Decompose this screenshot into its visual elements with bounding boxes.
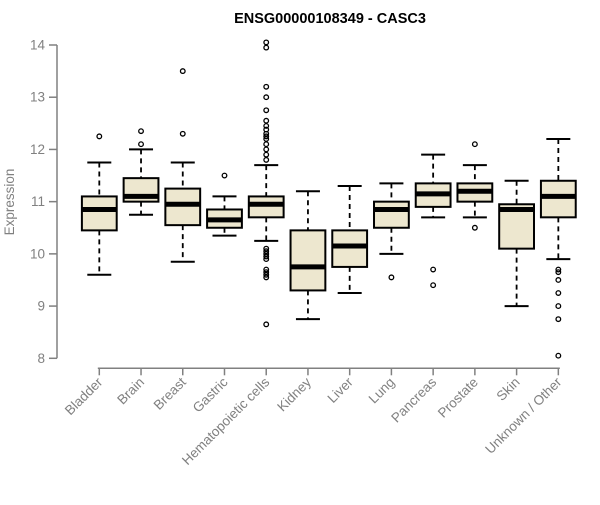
iqr-box — [331, 229, 369, 268]
outlier-point — [471, 224, 478, 231]
box-lung — [373, 182, 410, 281]
y-tick-label: 14 — [30, 38, 46, 53]
y-tick-label: 10 — [30, 246, 45, 261]
x-tick-label: Skin — [494, 375, 523, 404]
outlier-point — [263, 133, 270, 140]
outlier-point — [263, 321, 270, 328]
x-tick-label: Breast — [151, 374, 189, 412]
iqr-box — [247, 195, 285, 219]
x-tick-label: Bladder — [62, 374, 106, 418]
box-pancreas — [414, 153, 452, 289]
iqr-box — [164, 187, 202, 227]
iqr-box — [289, 229, 327, 292]
box-unknown-other — [539, 137, 577, 359]
boxes — [80, 39, 577, 359]
y-tick-label: 13 — [30, 90, 45, 105]
box-breast — [164, 68, 202, 263]
outlier-point — [555, 290, 562, 296]
outlier-point — [221, 172, 228, 179]
outlier-point — [263, 39, 270, 46]
outlier-point — [263, 94, 270, 101]
outlier-point — [263, 146, 270, 153]
y-axis-label: Expression — [2, 169, 17, 236]
outlier-point — [555, 316, 562, 323]
outlier-point — [263, 117, 270, 124]
outlier-point — [555, 269, 562, 276]
outlier-point — [555, 303, 562, 310]
box-gastric — [206, 172, 243, 237]
x-tick-label: Liver — [325, 374, 357, 406]
outlier-point — [263, 274, 270, 281]
outlier-point — [263, 107, 270, 114]
y-tick-label: 11 — [31, 194, 45, 209]
outlier-point — [179, 68, 186, 75]
outlier-point — [138, 128, 144, 135]
y-tick-label: 9 — [37, 299, 45, 314]
iqr-box — [80, 195, 118, 232]
x-tick-label: Brain — [114, 375, 147, 408]
y-axis: 8 9 10 11 12 13 14 — [30, 38, 58, 366]
box-brain — [122, 128, 160, 216]
outlier-point — [555, 277, 562, 283]
x-tick-label: Unknown / Other — [482, 374, 565, 457]
outlier-point — [555, 266, 562, 273]
outlier-point — [263, 253, 270, 260]
outlier-point — [263, 256, 270, 263]
x-tick-label: Prostate — [435, 375, 481, 421]
y-tick-label: 12 — [30, 142, 45, 157]
outlier-point — [388, 274, 395, 281]
outlier-point — [430, 266, 437, 273]
outlier-point — [263, 141, 270, 148]
x-tick-label: Lung — [366, 375, 398, 407]
box-liver — [331, 184, 369, 295]
box-skin — [498, 179, 536, 308]
outlier-point — [96, 133, 103, 140]
outlier-point — [430, 282, 437, 289]
x-tick-label: Kidney — [274, 374, 314, 414]
iqr-box — [373, 200, 410, 229]
box-kidney — [289, 190, 327, 321]
outlier-point — [263, 271, 270, 278]
outlier-point — [179, 130, 186, 137]
box-prostate — [456, 141, 494, 231]
box-hematopoietic-cells — [247, 39, 285, 328]
outlier-point — [263, 156, 270, 163]
outlier-point — [263, 122, 270, 129]
outlier-point — [263, 151, 270, 158]
chart-title: ENSG00000108349 - CASC3 — [234, 11, 426, 27]
outlier-point — [138, 141, 144, 148]
outlier-point — [263, 83, 270, 90]
y-tick-label: 8 — [37, 351, 45, 366]
iqr-box — [539, 179, 577, 219]
box-bladder — [80, 133, 118, 276]
x-tick-label: Pancreas — [388, 374, 439, 425]
x-tick-label: Gastric — [190, 374, 231, 415]
outlier-point — [263, 44, 270, 51]
outlier-point — [471, 141, 478, 148]
outlier-point — [555, 352, 562, 359]
